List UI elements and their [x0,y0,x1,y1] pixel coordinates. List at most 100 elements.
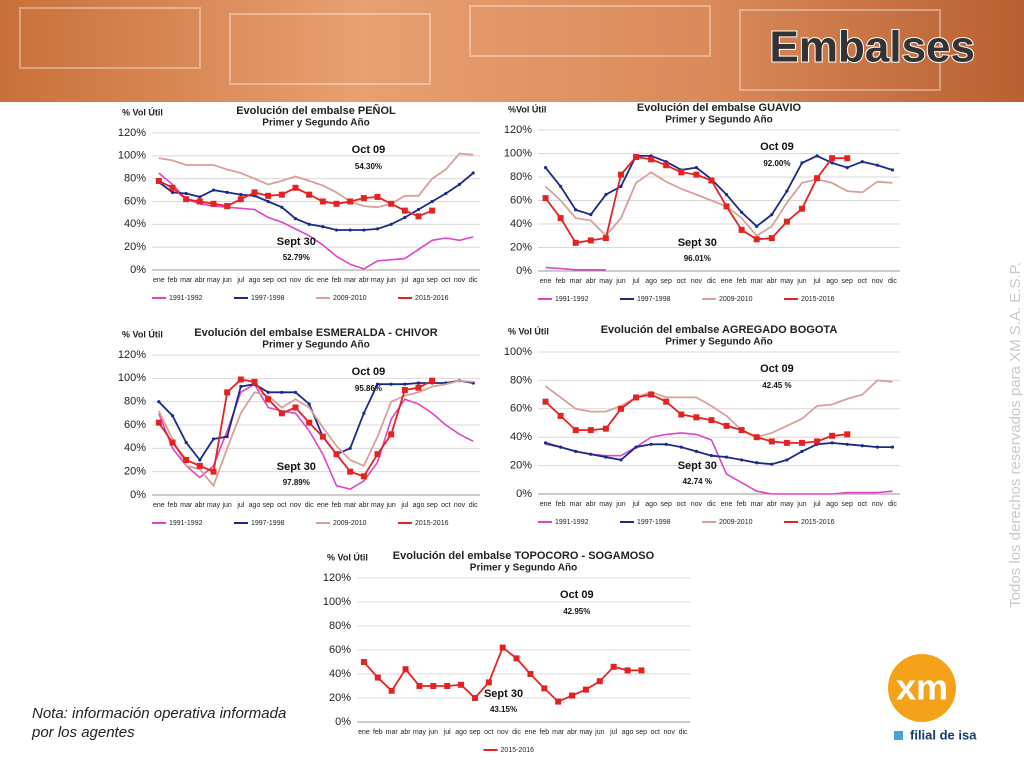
x-tick-label: jul [609,729,617,736]
data-point [251,378,258,385]
data-point [693,414,700,421]
data-point [557,215,564,222]
annotation: Sept 30 [277,236,316,248]
data-point [416,381,421,385]
x-tick-label: feb [556,278,566,285]
data-point [648,391,655,398]
legend-label: 2015-2016 [415,295,449,302]
data-point [430,199,434,204]
x-tick-label: nov [691,501,703,508]
data-point [830,161,834,165]
x-tick-label: jun [385,277,395,284]
chart-subtitle: Primer y Segundo Año [470,563,577,574]
y-tick-label: 120% [323,572,351,584]
x-tick-label: jul [236,502,244,509]
x-tick-label: sep [263,277,274,284]
data-point [860,160,864,164]
x-tick-label: may [579,729,593,736]
x-tick-label: mar [751,278,764,285]
data-point [602,425,609,432]
x-tick-label: sep [661,501,672,508]
y-tick-label: 40% [510,218,532,230]
data-point [574,208,578,212]
data-point [844,431,851,438]
x-tick-label: abr [195,277,206,284]
data-point [624,667,631,674]
x-tick-label: feb [332,277,342,284]
x-tick-label: mar [344,502,357,509]
x-tick-label: oct [484,729,493,736]
data-point [604,455,608,459]
x-tick-label: mar [344,277,357,284]
data-point [429,207,436,214]
data-point [845,442,849,446]
data-point [723,203,730,210]
data-point [401,387,408,393]
y-axis-label: %Vol Útil [508,103,546,114]
data-point [694,449,698,453]
data-point [348,446,352,450]
x-tick-label: jul [443,729,451,736]
data-point [225,435,229,439]
data-point [678,411,685,418]
data-point [768,235,775,242]
data-point [875,445,879,449]
data-point [679,445,683,449]
data-point [280,390,284,394]
data-point [415,213,422,220]
x-tick-label: jun [615,278,625,285]
data-point [708,417,715,424]
x-tick-label: sep [427,502,438,509]
annotation-value: 42.74 % [683,477,712,486]
x-tick-label: feb [737,501,747,508]
data-point [619,184,623,188]
data-point [785,189,789,193]
x-tick-label: may [780,278,794,285]
data-point [389,222,393,226]
y-tick-label: 0% [130,489,146,501]
y-tick-label: 80% [329,620,351,632]
series-line [158,172,474,231]
x-tick-label: oct [858,501,867,508]
data-point [602,235,609,242]
data-point [362,411,366,415]
y-tick-label: 0% [335,716,351,728]
data-point [619,458,623,462]
x-tick-label: mar [180,502,193,509]
data-point [307,402,311,406]
annotation-value: 97.89% [283,478,310,487]
data-point [183,196,190,203]
legend-label: 1997-1998 [637,296,671,303]
data-point [543,166,548,170]
x-tick-label: jun [594,729,604,736]
data-point [485,679,492,686]
x-tick-label: nov [872,278,884,285]
data-point [416,207,421,212]
y-tick-label: 80% [510,374,532,386]
x-tick-label: dic [305,277,314,284]
data-point [360,473,367,480]
data-point [694,166,698,170]
data-point [293,217,298,221]
legend-label: 1991-1992 [169,520,203,527]
x-tick-label: jun [796,501,806,508]
x-tick-label: jul [236,277,244,284]
data-point [184,191,188,196]
x-tick-label: may [413,729,427,736]
data-point [830,441,834,445]
data-point [541,685,548,692]
data-point [416,683,423,689]
y-tick-label: 80% [510,171,532,183]
x-tick-label: feb [556,501,566,508]
x-tick-label: dic [469,502,478,509]
chart-title: Evolución del embalse TOPOCORO - SOGAMOS… [393,550,655,562]
annotation-value: 95.86% [355,384,382,393]
x-tick-label: mar [386,729,399,736]
data-point [457,182,462,186]
data-point [458,681,465,688]
data-point [574,449,578,453]
data-point [587,237,594,244]
x-tick-label: feb [737,278,747,285]
